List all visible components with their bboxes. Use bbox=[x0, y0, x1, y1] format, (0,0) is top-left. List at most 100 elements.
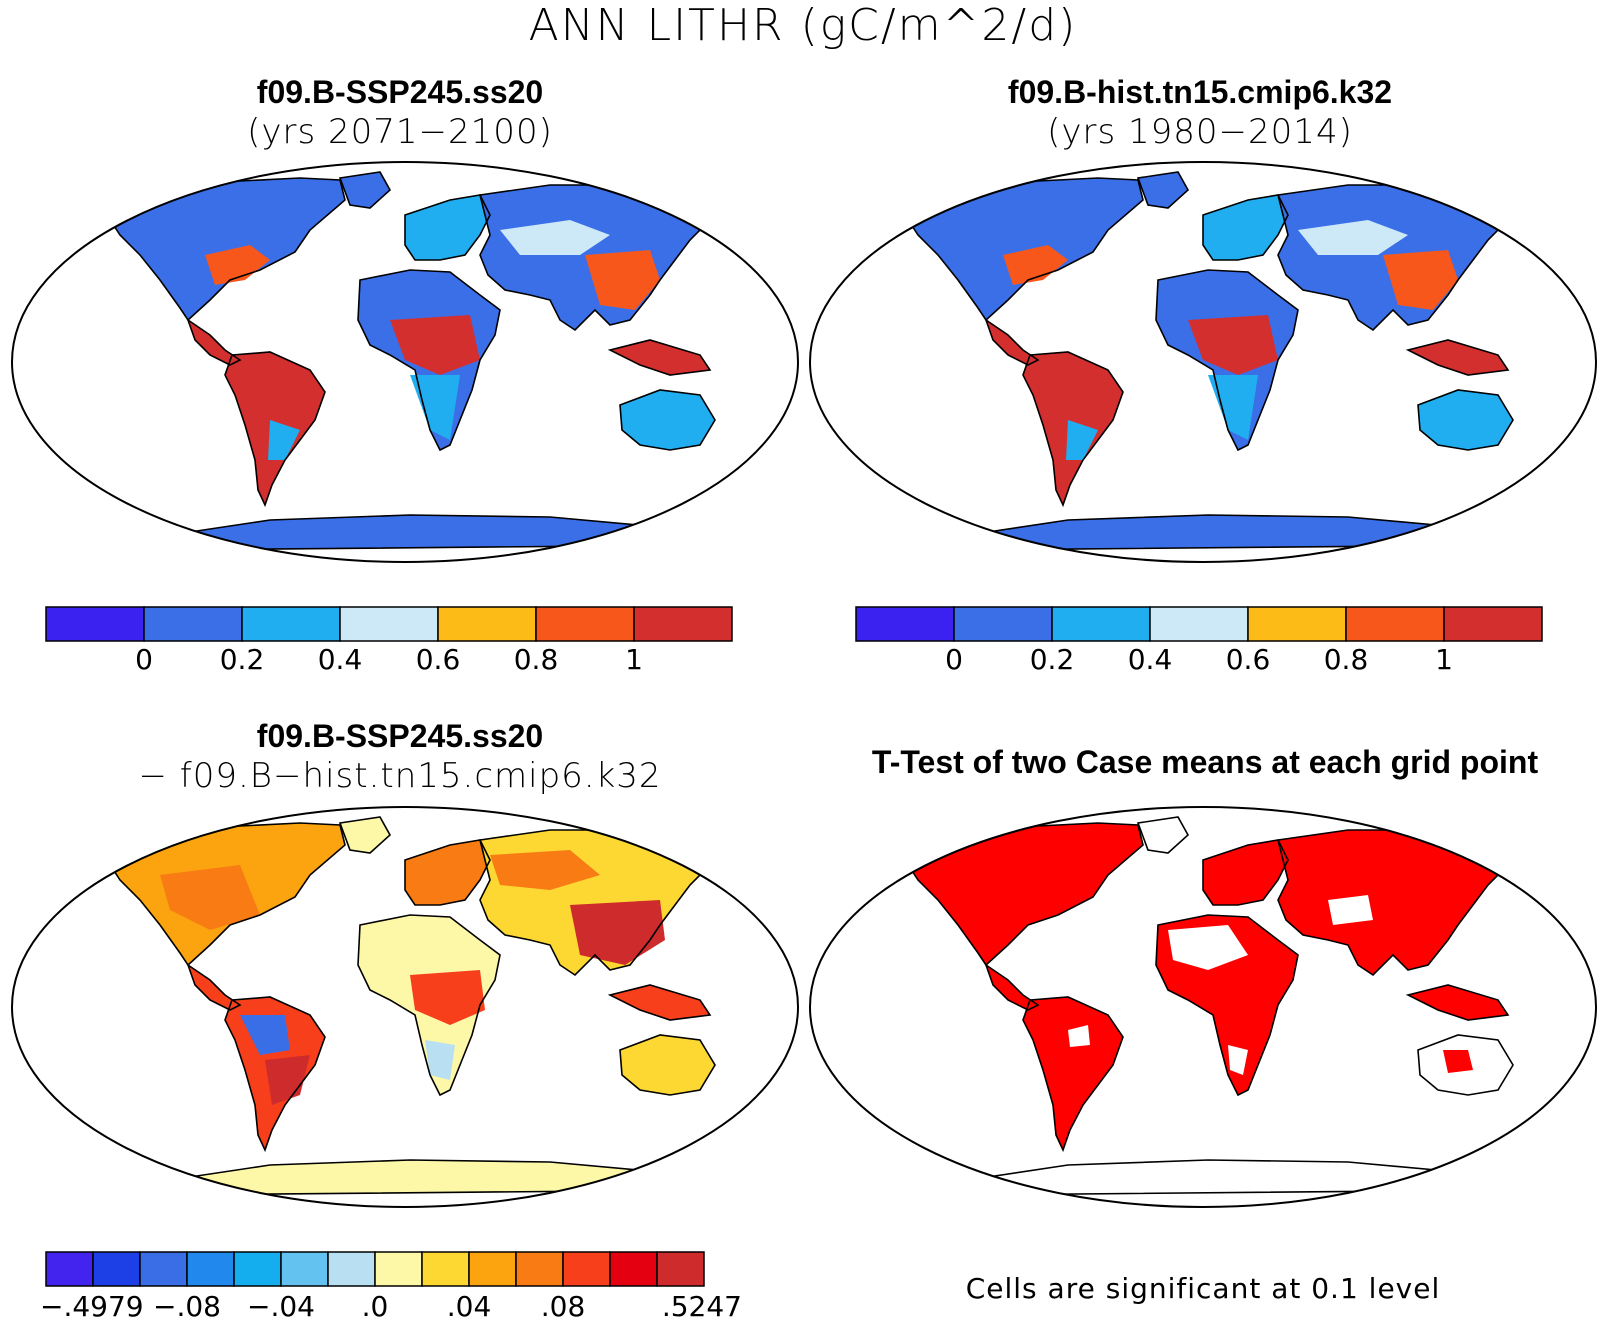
coastline bbox=[619, 389, 716, 451]
colorbar-tick-label: 0.2 bbox=[220, 643, 265, 676]
coastline bbox=[1202, 194, 1289, 261]
land-antarctica bbox=[968, 1160, 1508, 1195]
colorbar-box bbox=[339, 606, 439, 642]
coastline bbox=[186, 962, 242, 1011]
land-camerica bbox=[188, 320, 240, 365]
colorbar-tick-label: 0.8 bbox=[1324, 643, 1369, 676]
colorbar-box bbox=[186, 1251, 235, 1287]
land-samerica bbox=[1023, 997, 1123, 1150]
coastline bbox=[224, 996, 326, 1153]
colorbar-tick-label: 0.6 bbox=[1226, 643, 1271, 676]
land-namerica bbox=[105, 178, 345, 320]
colorbar-box bbox=[241, 606, 341, 642]
colorbar-tick-label: 0.4 bbox=[318, 643, 363, 676]
colorbar-box bbox=[1149, 606, 1249, 642]
panel2-map bbox=[809, 161, 1597, 563]
land-antarctica bbox=[170, 515, 710, 550]
coastline bbox=[1417, 1034, 1514, 1096]
land-indo bbox=[1408, 340, 1508, 375]
coastline bbox=[1202, 839, 1289, 906]
colorbar-box bbox=[1443, 606, 1543, 642]
panel2-subtitle: (yrs 1980−2014) bbox=[1047, 112, 1353, 152]
coastline bbox=[1155, 914, 1299, 1097]
panel2-colorbar: 0 0.2 0.4 0.6 0.8 1 bbox=[855, 606, 1543, 676]
land-greenland bbox=[1138, 817, 1188, 853]
coastline bbox=[357, 914, 501, 1097]
coastline bbox=[1417, 389, 1514, 451]
coastline bbox=[103, 177, 346, 322]
colorbar-box bbox=[468, 1251, 517, 1287]
land-greenland bbox=[340, 817, 390, 853]
land-antarctica bbox=[170, 1160, 710, 1195]
colorbar-box bbox=[656, 1251, 705, 1287]
colorbar-tick-label: 0.6 bbox=[416, 643, 461, 676]
land-indo bbox=[610, 340, 710, 375]
colorbar-tick-label: 0.4 bbox=[1128, 643, 1173, 676]
colorbar-box bbox=[421, 1251, 470, 1287]
colorbar-tick-label: 0.2 bbox=[1030, 643, 1075, 676]
figure-title: ANN LITHR (gC/m^2/d) bbox=[528, 0, 1078, 51]
colorbar-box bbox=[855, 606, 955, 642]
panel4-title: T-Test of two Case means at each grid po… bbox=[871, 744, 1539, 780]
coastline bbox=[338, 171, 392, 209]
coastline bbox=[224, 351, 326, 508]
colorbar-tick-label: .0 bbox=[362, 1290, 389, 1323]
land-europe bbox=[405, 195, 490, 260]
colorbar-box bbox=[953, 606, 1053, 642]
colorbar-tick-label: −.08 bbox=[153, 1290, 221, 1323]
panel1-map bbox=[11, 161, 799, 563]
colorbar-box bbox=[609, 1251, 658, 1287]
colorbar-tick-label: .08 bbox=[541, 1290, 586, 1323]
colorbar-tick-label: 0 bbox=[945, 643, 963, 676]
colorbar-box bbox=[1247, 606, 1347, 642]
land-indo bbox=[1408, 985, 1508, 1020]
colorbar-box bbox=[280, 1251, 329, 1287]
land-camerica bbox=[986, 965, 1038, 1010]
coastline bbox=[1136, 171, 1190, 209]
land-camerica bbox=[188, 965, 240, 1010]
coastline bbox=[404, 839, 491, 906]
panel1-colorbar: 0 0.2 0.4 0.6 0.8 1 bbox=[45, 606, 733, 676]
coastline bbox=[984, 962, 1040, 1011]
colorbar-tick-label: .04 bbox=[447, 1290, 492, 1323]
map-frame bbox=[809, 161, 1597, 563]
land-australia bbox=[620, 390, 715, 450]
colorbar-box bbox=[633, 606, 733, 642]
panel2-title: f09.B-hist.tn15.cmip6.k32 bbox=[1007, 74, 1393, 110]
colorbar-box bbox=[143, 606, 243, 642]
colorbar-tick-label: −.4979 bbox=[40, 1290, 144, 1323]
land-europe bbox=[405, 840, 490, 905]
coastline bbox=[404, 194, 491, 261]
colorbar-box bbox=[139, 1251, 188, 1287]
coastline bbox=[984, 317, 1040, 366]
colorbar-box bbox=[92, 1251, 141, 1287]
coastline bbox=[901, 822, 1144, 967]
coastline bbox=[1155, 269, 1299, 452]
map-frame bbox=[809, 806, 1597, 1208]
coastline bbox=[901, 177, 1144, 322]
colorbar-box bbox=[562, 1251, 611, 1287]
colorbar-box bbox=[535, 606, 635, 642]
colorbar-box bbox=[1051, 606, 1151, 642]
colorbar-tick-label: 0.8 bbox=[514, 643, 559, 676]
coastline bbox=[186, 317, 242, 366]
colorbar-tick-label: .5247 bbox=[662, 1290, 742, 1323]
coastline bbox=[1022, 996, 1124, 1153]
colorbar-tick-label: 0 bbox=[135, 643, 153, 676]
coastline bbox=[1405, 984, 1510, 1021]
land-namerica bbox=[903, 823, 1143, 965]
coastline bbox=[1136, 816, 1190, 854]
panel3-map bbox=[11, 806, 799, 1208]
colorbar-box bbox=[515, 1251, 564, 1287]
land-australia bbox=[620, 1035, 715, 1095]
colorbar-box bbox=[45, 606, 145, 642]
land-europe bbox=[1203, 840, 1288, 905]
colorbar-tick-label: 1 bbox=[625, 643, 643, 676]
map-frame bbox=[11, 161, 799, 563]
land-australia bbox=[1418, 390, 1513, 450]
coastline bbox=[619, 1034, 716, 1096]
land-namerica bbox=[903, 178, 1143, 320]
land-greenland bbox=[340, 172, 390, 208]
coastline bbox=[1405, 339, 1510, 376]
panel1-subtitle: (yrs 2071−2100) bbox=[247, 112, 553, 152]
